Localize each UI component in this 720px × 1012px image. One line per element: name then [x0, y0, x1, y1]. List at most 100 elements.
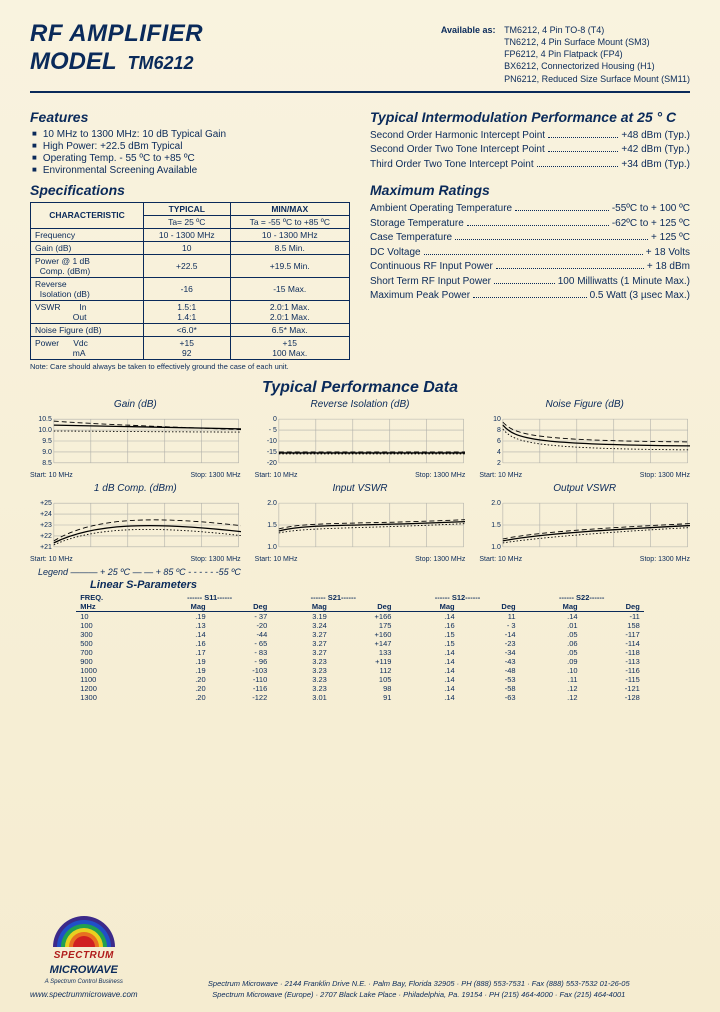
dots-filler: [424, 246, 643, 255]
sparam-cell: -122: [210, 693, 272, 702]
chart-svg: 2.01.51.0: [255, 495, 466, 555]
sparam-head-s22: ------ S22------: [520, 593, 644, 602]
performance-data-title: Typical Performance Data: [30, 379, 690, 397]
datasheet-page: RF AMPLIFIER MODEL TM6212 Available as: …: [0, 0, 720, 1012]
chart-svg: 10.510.09.59.08.5: [30, 411, 241, 471]
chart-xstart: Start: 10 MHz: [30, 556, 73, 563]
sparam-cell: -11: [582, 611, 644, 621]
dots-filler: [473, 289, 587, 298]
max-ratings-title: Maximum Ratings: [370, 182, 690, 198]
intermod-title: Typical Intermodulation Performance at 2…: [370, 109, 690, 125]
sparam-cell: -115: [582, 675, 644, 684]
chart-title: Input VSWR: [255, 483, 466, 494]
sparam-cell: .14: [520, 611, 582, 621]
svg-text:4: 4: [497, 449, 501, 456]
sparam-row: 1000 .19-103 3.23112 .14-48 .10-116: [76, 666, 644, 675]
svg-text:10: 10: [493, 416, 501, 423]
chart-xstart: Start: 10 MHz: [479, 472, 522, 479]
dotted-row: Maximum Peak Power 0.5 Watt (3 µsec Max.…: [370, 289, 690, 304]
dotted-value: 0.5 Watt (3 µsec Max.): [590, 289, 690, 304]
sparam-cell: .16: [395, 621, 458, 630]
spec-cell-characteristic: VSWR In Out: [31, 300, 144, 323]
dots-filler: [496, 260, 644, 269]
svg-text:1.0: 1.0: [267, 544, 277, 551]
sparam-cell: +119: [331, 657, 396, 666]
sparam-cell: .15: [395, 639, 458, 648]
sparam-cell: .16: [148, 639, 210, 648]
available-as-label: Available as:: [441, 24, 496, 36]
svg-text:2.0: 2.0: [492, 500, 502, 507]
sparam-head-s11: ------ S11------: [148, 593, 271, 602]
available-as-item: PN6212, Reduced Size Surface Mount (SM11…: [504, 73, 690, 85]
sparam-cell: -44: [210, 630, 272, 639]
dotted-row: DC Voltage + 18 Volts: [370, 246, 690, 261]
spectrum-logo-icon: [47, 911, 121, 949]
sparam-table: FREQ. MHz ------ S11------ ------ S21---…: [76, 593, 644, 702]
chart-title: Noise Figure (dB): [479, 399, 690, 410]
svg-text:2: 2: [497, 460, 501, 467]
title-block: RF AMPLIFIER MODEL TM6212: [30, 20, 203, 85]
dotted-value: -62ºC to + 125 ºC: [612, 217, 690, 232]
sparam-cell: 3.27: [271, 630, 331, 639]
sparam-cell: 11: [459, 611, 520, 621]
sparam-cell: - 3: [459, 621, 520, 630]
sparam-cell: 900: [76, 657, 148, 666]
chart-xstop: Stop: 1300 MHz: [640, 556, 690, 563]
sparam-cell: .13: [148, 621, 210, 630]
sparam-cell: -117: [582, 630, 644, 639]
sparam-cell: -110: [210, 675, 272, 684]
sparam-cell: .14: [395, 684, 458, 693]
right-column: Typical Intermodulation Performance at 2…: [370, 103, 690, 371]
spec-row: Reverse Isolation (dB) -16 -15 Max.: [31, 277, 350, 300]
title-line1: RF AMPLIFIER: [30, 20, 203, 48]
chart-title: Reverse Isolation (dB): [255, 399, 466, 410]
sparam-cell: .09: [520, 657, 582, 666]
sparam-cell: -118: [582, 648, 644, 657]
dots-filler: [455, 231, 648, 240]
sparam-cell: .05: [520, 630, 582, 639]
sparam-cell: 1100: [76, 675, 148, 684]
header: RF AMPLIFIER MODEL TM6212 Available as: …: [30, 20, 690, 93]
dotted-row: Continuous RF Input Power + 18 dBm: [370, 260, 690, 275]
sparam-row: 1100 .20-110 3.23105 .14-53 .11-115: [76, 675, 644, 684]
spec-cell-typical: +15 92: [144, 336, 231, 359]
sparam-cell: -114: [582, 639, 644, 648]
sparam-cell: -43: [459, 657, 520, 666]
dotted-label: Maximum Peak Power: [370, 289, 470, 304]
sparam-cell: +160: [331, 630, 396, 639]
sparam-cell: 3.27: [271, 648, 331, 657]
dotted-row: Third Order Two Tone Intercept Point +34…: [370, 158, 690, 173]
sparam-cell: .01: [520, 621, 582, 630]
sparam-subhead-cell: Deg: [459, 602, 520, 612]
sparam-subhead-cell: Mag: [271, 602, 331, 612]
logo-text-spectrum: SPECTRUM: [30, 949, 138, 963]
svg-text:- 5: - 5: [268, 427, 276, 434]
svg-text:-10: -10: [266, 438, 276, 445]
svg-text:8.5: 8.5: [42, 460, 52, 467]
sparam-subhead-cell: Deg: [210, 602, 272, 612]
chart-footer: Start: 10 MHz Stop: 1300 MHz: [255, 472, 466, 479]
dots-filler: [548, 129, 618, 138]
sparam-subhead-cell: Deg: [331, 602, 396, 612]
sparam-cell: -23: [459, 639, 520, 648]
chart-svg: 0- 5-10-15-20: [255, 411, 466, 471]
sparam-cell: - 96: [210, 657, 272, 666]
chart-footer: Start: 10 MHz Stop: 1300 MHz: [30, 472, 241, 479]
dotted-row: Case Temperature + 125 ºC: [370, 231, 690, 246]
sparam-subhead-cell: Mag: [395, 602, 458, 612]
sparam-cell: - 37: [210, 611, 272, 621]
dots-filler: [494, 275, 555, 284]
sparam-cell: .20: [148, 675, 210, 684]
available-as-item: TN6212, 4 Pin Surface Mount (SM3): [504, 36, 690, 48]
feature-item: Operating Temp. - 55 ºC to +85 ºC: [32, 153, 350, 164]
available-as-block: Available as: TM6212, 4 Pin TO-8 (T4)TN6…: [441, 20, 690, 85]
dotted-value: +48 dBm (Typ.): [621, 129, 690, 144]
chart-xstop: Stop: 1300 MHz: [415, 556, 465, 563]
dotted-label: Third Order Two Tone Intercept Point: [370, 158, 534, 173]
feature-item: 10 MHz to 1300 MHz: 10 dB Typical Gain: [32, 129, 350, 140]
dotted-label: DC Voltage: [370, 246, 421, 261]
dots-filler: [515, 202, 609, 211]
sparam-row: 10 .19- 37 3.19+166 .1411 .14-11: [76, 611, 644, 621]
sparam-cell: .19: [148, 666, 210, 675]
chart-xstart: Start: 10 MHz: [30, 472, 73, 479]
